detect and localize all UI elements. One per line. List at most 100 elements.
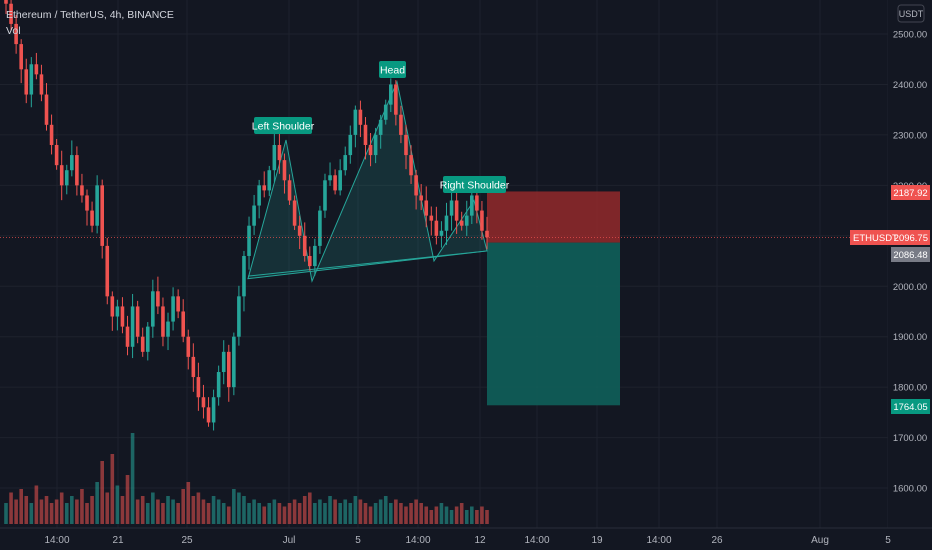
candle-body (292, 200, 297, 226)
volume-bar (166, 496, 170, 524)
candle-body (439, 230, 444, 236)
candle-body (373, 134, 378, 156)
candle-body (186, 336, 191, 357)
candle-body (378, 119, 383, 135)
time-tick-label: 14:00 (524, 535, 549, 546)
candle-body (262, 185, 267, 191)
time-tick-label: 14:00 (44, 535, 69, 546)
price-tick-label: 1900.00 (893, 332, 927, 343)
stop-loss-zone[interactable] (487, 191, 620, 243)
candle-body (4, 0, 8, 4)
time-axis[interactable]: 14:00 21 25 Jul 5 14:00 12 14:00 19 14:00 26 Aug 5 (0, 527, 932, 546)
candle-body (166, 321, 170, 337)
price-tick-label: 2400.00 (893, 80, 927, 91)
volume-bar (338, 503, 342, 524)
volume-bar (105, 492, 110, 524)
annotation-head-text: Head (380, 65, 405, 77)
price-tick-label: 2500.00 (893, 30, 927, 41)
candle-body (80, 185, 84, 196)
volume-bar (145, 503, 150, 524)
volume-bar (232, 489, 236, 524)
volume-bar (90, 496, 94, 524)
candle-body (161, 306, 165, 337)
time-tick-label: 19 (591, 535, 603, 546)
volume-bar (120, 496, 125, 524)
annotation-left-shoulder[interactable]: Left Shoulder (252, 117, 315, 134)
volume-bar (216, 499, 221, 524)
annotation-head[interactable]: Head (379, 61, 406, 78)
volume-bar (323, 503, 327, 524)
candle-body (434, 220, 439, 236)
volume-bar (14, 499, 18, 524)
candle-body (181, 311, 186, 337)
volume-bar (252, 499, 256, 524)
candle-body (70, 155, 74, 171)
volume-bar (480, 506, 484, 524)
volume-bar (475, 510, 479, 524)
volume-bar (394, 499, 398, 524)
candle-body (156, 291, 160, 307)
volume-bar (100, 461, 104, 524)
volume-bar (282, 506, 287, 524)
volume-bar (24, 496, 29, 524)
take-profit-zone[interactable] (487, 242, 620, 406)
candle-body (130, 306, 135, 347)
volume-bar (191, 496, 196, 524)
volume-bar (358, 499, 363, 524)
candle-body (14, 23, 18, 45)
currency-button[interactable]: USDT (897, 4, 925, 23)
candle-body (353, 109, 358, 135)
annotation-left-shoulder-text: Left Shoulder (252, 121, 315, 133)
volume-bar (196, 492, 201, 524)
candle-body (333, 175, 337, 191)
candle-body (449, 200, 454, 216)
annotation-right-shoulder[interactable]: Right Shoulder (440, 176, 510, 193)
price-axis[interactable]: USDT 2500.002400.002300.002200.002100.00… (850, 0, 932, 528)
neckline[interactable] (247, 250, 488, 277)
volume-bar (404, 506, 408, 524)
head-and-shoulders-pattern[interactable] (247, 80, 488, 283)
volume-bar (181, 489, 186, 524)
volume-bar (49, 503, 54, 524)
volume-bar (389, 503, 393, 524)
volume-bar (44, 496, 49, 524)
volume-bar (130, 433, 135, 524)
time-tick-label: 21 (112, 535, 124, 546)
price-tick-label: 1600.00 (893, 484, 927, 495)
time-tick-label: 12 (474, 535, 486, 546)
candle-body (105, 245, 110, 297)
candle-body (272, 144, 277, 171)
volume-bar (302, 496, 307, 524)
volume-bar (434, 506, 439, 524)
volume-bar (221, 503, 226, 524)
candle-body (75, 155, 79, 186)
candle-body (424, 200, 429, 216)
candle-body (110, 296, 115, 317)
volume-bar (54, 499, 59, 524)
candle-body (383, 104, 388, 120)
candle-body (267, 170, 272, 191)
candle-body (252, 205, 256, 226)
volume-bar (399, 503, 403, 524)
candle-body (454, 200, 459, 221)
volume-bar (307, 492, 312, 524)
volume-bar (9, 492, 13, 524)
candle-body (145, 326, 150, 352)
candle-body (151, 291, 155, 327)
entry-price-label: 2086.48 (891, 247, 930, 262)
candle-body (95, 185, 99, 226)
volume-bar (176, 503, 180, 524)
volume-bar (211, 496, 216, 524)
volume-bar (459, 503, 464, 524)
candle-body (307, 255, 312, 267)
volume-bar (328, 496, 332, 524)
candle-body (242, 255, 246, 297)
volume-bar (201, 499, 206, 524)
candle-body (85, 195, 89, 211)
volume-bar (439, 503, 444, 524)
candle-body (368, 144, 373, 156)
symbol-name-tag: ETHUSDT (853, 233, 898, 244)
volume-bar (135, 499, 140, 524)
volume-bar (34, 485, 39, 524)
